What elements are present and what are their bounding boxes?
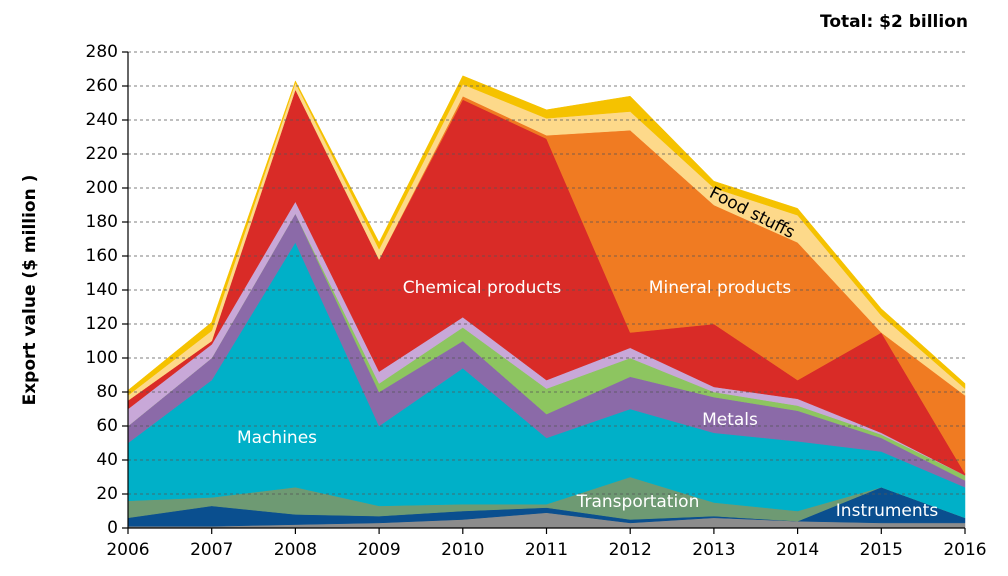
y-tick-label: 20 (96, 484, 118, 504)
y-tick-label: 80 (96, 382, 118, 402)
series-label: Metals (702, 410, 758, 430)
y-tick-label: 60 (96, 416, 118, 436)
series-label: Mineral products (649, 278, 792, 298)
y-tick-label: 40 (96, 450, 118, 470)
y-tick-label: 100 (86, 348, 118, 368)
x-tick-label: 2012 (609, 540, 652, 560)
x-tick-label: 2006 (106, 540, 149, 560)
series-label: Chemical products (403, 278, 562, 298)
x-tick-label: 2014 (776, 540, 819, 560)
x-tick-label: 2015 (860, 540, 903, 560)
y-tick-label: 140 (86, 280, 118, 300)
series-label: Instruments (836, 501, 939, 521)
x-tick-label: 2009 (357, 540, 400, 560)
y-tick-label: 200 (86, 178, 118, 198)
series-label: Machines (237, 428, 317, 448)
y-tick-label: 180 (86, 212, 118, 232)
y-tick-label: 160 (86, 246, 118, 266)
y-tick-label: 260 (86, 76, 118, 96)
x-tick-label: 2016 (943, 540, 986, 560)
x-tick-label: 2008 (274, 540, 317, 560)
x-tick-label: 2011 (525, 540, 568, 560)
y-tick-label: 240 (86, 110, 118, 130)
area (127, 75, 966, 396)
series-label: Transportation (576, 492, 700, 512)
x-tick-label: 2010 (441, 540, 484, 560)
y-tick-label: 0 (107, 518, 118, 538)
x-tick-label: 2007 (190, 540, 233, 560)
y-tick-label: 280 (86, 42, 118, 62)
x-tick-label: 2013 (692, 540, 735, 560)
y-tick-label: 120 (86, 314, 118, 334)
y-axis-label: Export value ($ million ) (20, 175, 40, 406)
y-tick-label: 220 (86, 144, 118, 164)
chart-title: Total: $2 billion (820, 12, 968, 32)
